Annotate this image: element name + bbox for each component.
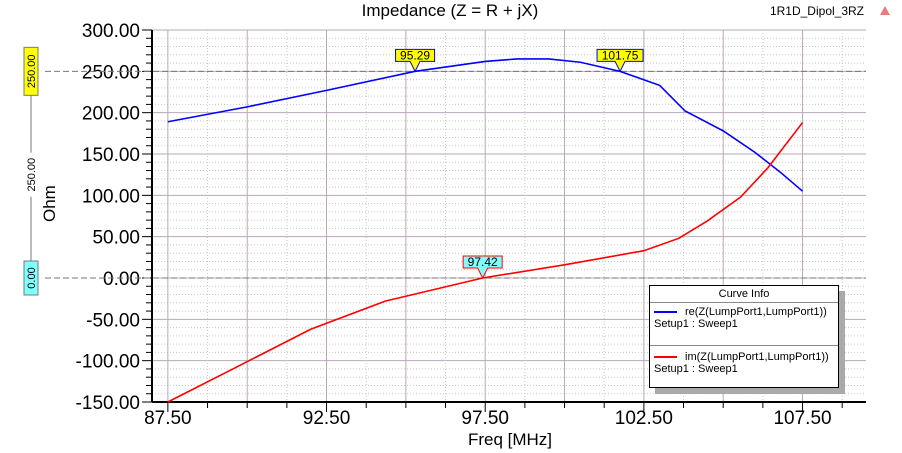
y-tick-label: 0.00 — [103, 269, 140, 290]
marker-label: 101.75 — [602, 48, 639, 62]
y-tick-label: -150.00 — [76, 393, 140, 414]
x-axis-label: Freq [MHz] — [467, 430, 553, 449]
marker-label: 97.42 — [468, 255, 498, 269]
x-tick-label: 92.50 — [303, 408, 351, 429]
y-marker-label: 250.00 — [26, 55, 38, 89]
y-tick-label: -100.00 — [76, 352, 140, 373]
marker-flag — [596, 48, 644, 73]
y-tick-label: -50.00 — [86, 310, 140, 331]
y-axis-label: Ohm — [40, 185, 59, 222]
legend-title: Curve Info — [650, 286, 838, 303]
series-line-re — [167, 58, 804, 192]
y-marker-label: 0.00 — [26, 267, 38, 288]
ansys-logo-icon — [880, 6, 890, 15]
x-tick-label: 107.50 — [773, 408, 831, 429]
y-tick-label: 300.00 — [82, 21, 140, 42]
marker-flag — [462, 255, 503, 280]
y-tick-label: 250.00 — [82, 62, 140, 83]
x-tick-label: 102.50 — [615, 408, 673, 429]
marker-flag — [395, 48, 436, 73]
x-tick-label: 97.50 — [461, 408, 509, 429]
legend-swatch-blue — [654, 311, 677, 314]
y-tick-label: 100.00 — [82, 186, 140, 207]
y-tick-label: 50.00 — [92, 228, 140, 249]
marker-label: 95.29 — [400, 48, 430, 62]
legend-entry-im[interactable]: im(Z(LumpPort1,LumpPort1)) Setup1 : Swee… — [654, 351, 829, 375]
series-line-im — [167, 122, 804, 403]
x-tick-label: 87.50 — [144, 408, 192, 429]
legend[interactable]: Curve Info re(Z(LumpPort1,LumpPort1)) Se… — [649, 285, 839, 388]
y-marker-flag — [23, 46, 39, 96]
legend-entry-re[interactable]: re(Z(LumpPort1,LumpPort1)) Setup1 : Swee… — [650, 303, 838, 346]
delta-label-bg — [24, 152, 38, 197]
y-tick-label: 150.00 — [82, 145, 140, 166]
y-marker-flag — [23, 260, 39, 296]
chart-title: Impedance (Z = R + jX) — [361, 1, 539, 20]
y-tick-label: 200.00 — [82, 104, 140, 125]
delta-label: 250.00 — [26, 158, 38, 192]
legend-swatch-red — [654, 356, 677, 359]
project-label: 1R1D_Dipol_3RZ — [769, 4, 864, 18]
